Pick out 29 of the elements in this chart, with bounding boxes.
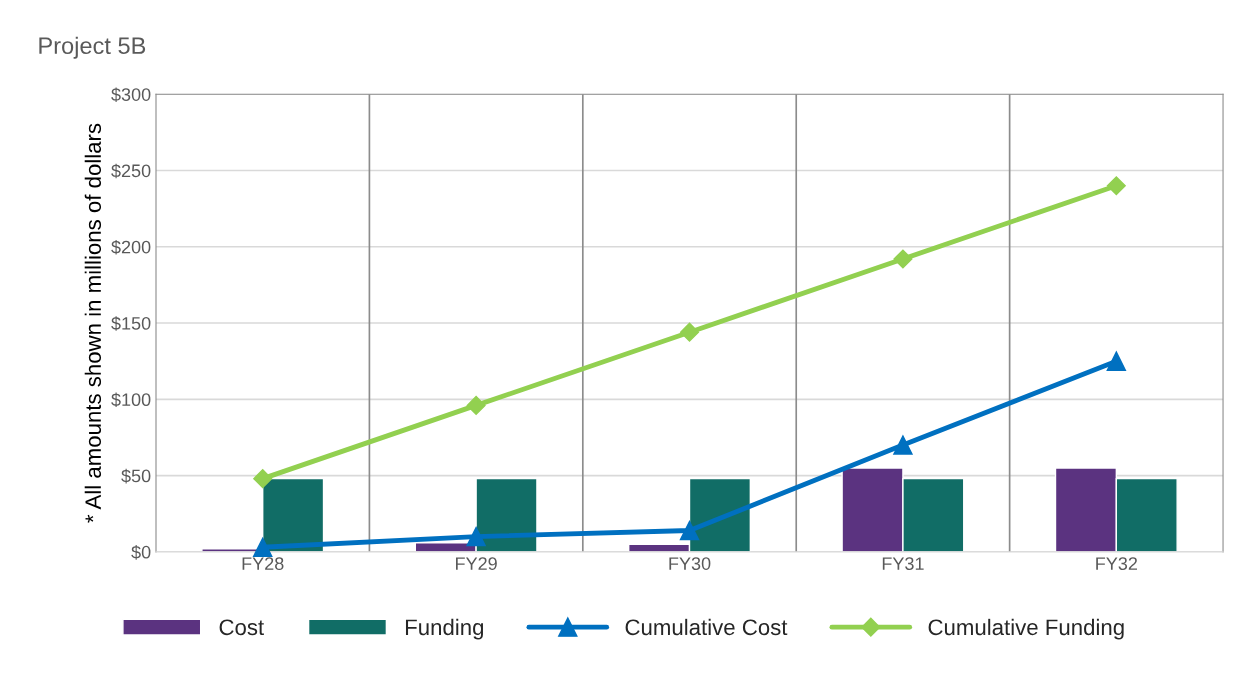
x-tick-label: FY31 <box>882 557 924 570</box>
y-tick-label: $200 <box>111 239 151 255</box>
y-axis-title: * All amounts shown in millions of dollars <box>84 123 102 523</box>
bar <box>262 477 325 552</box>
point <box>1106 176 1126 196</box>
point <box>466 526 486 547</box>
point <box>679 520 700 541</box>
y-tick-label: $250 <box>111 163 151 179</box>
legend-label: Funding <box>405 618 484 640</box>
point <box>253 469 273 489</box>
chart-title: Project 5B <box>39 36 146 59</box>
point <box>893 435 913 455</box>
legend-label: Cumulative Cost <box>625 618 788 636</box>
point <box>893 249 913 269</box>
y-tick-label: $300 <box>111 87 151 103</box>
y-tick-label: $100 <box>111 392 151 408</box>
x-tick-label: FY28 <box>242 557 284 570</box>
x-tick-label: FY29 <box>456 557 497 570</box>
x-tick-label: FY32 <box>1096 557 1138 570</box>
point <box>679 322 700 342</box>
x-tick-label: FY30 <box>669 557 711 570</box>
y-tick-label: $150 <box>111 316 151 331</box>
legend-label: Cost <box>219 619 264 636</box>
y-tick-label: $50 <box>121 468 151 484</box>
point <box>466 395 486 415</box>
point <box>252 537 273 558</box>
legend-label: Cumulative Funding <box>928 618 1124 640</box>
point <box>1106 351 1127 371</box>
y-tick-label: $0 <box>131 545 151 560</box>
